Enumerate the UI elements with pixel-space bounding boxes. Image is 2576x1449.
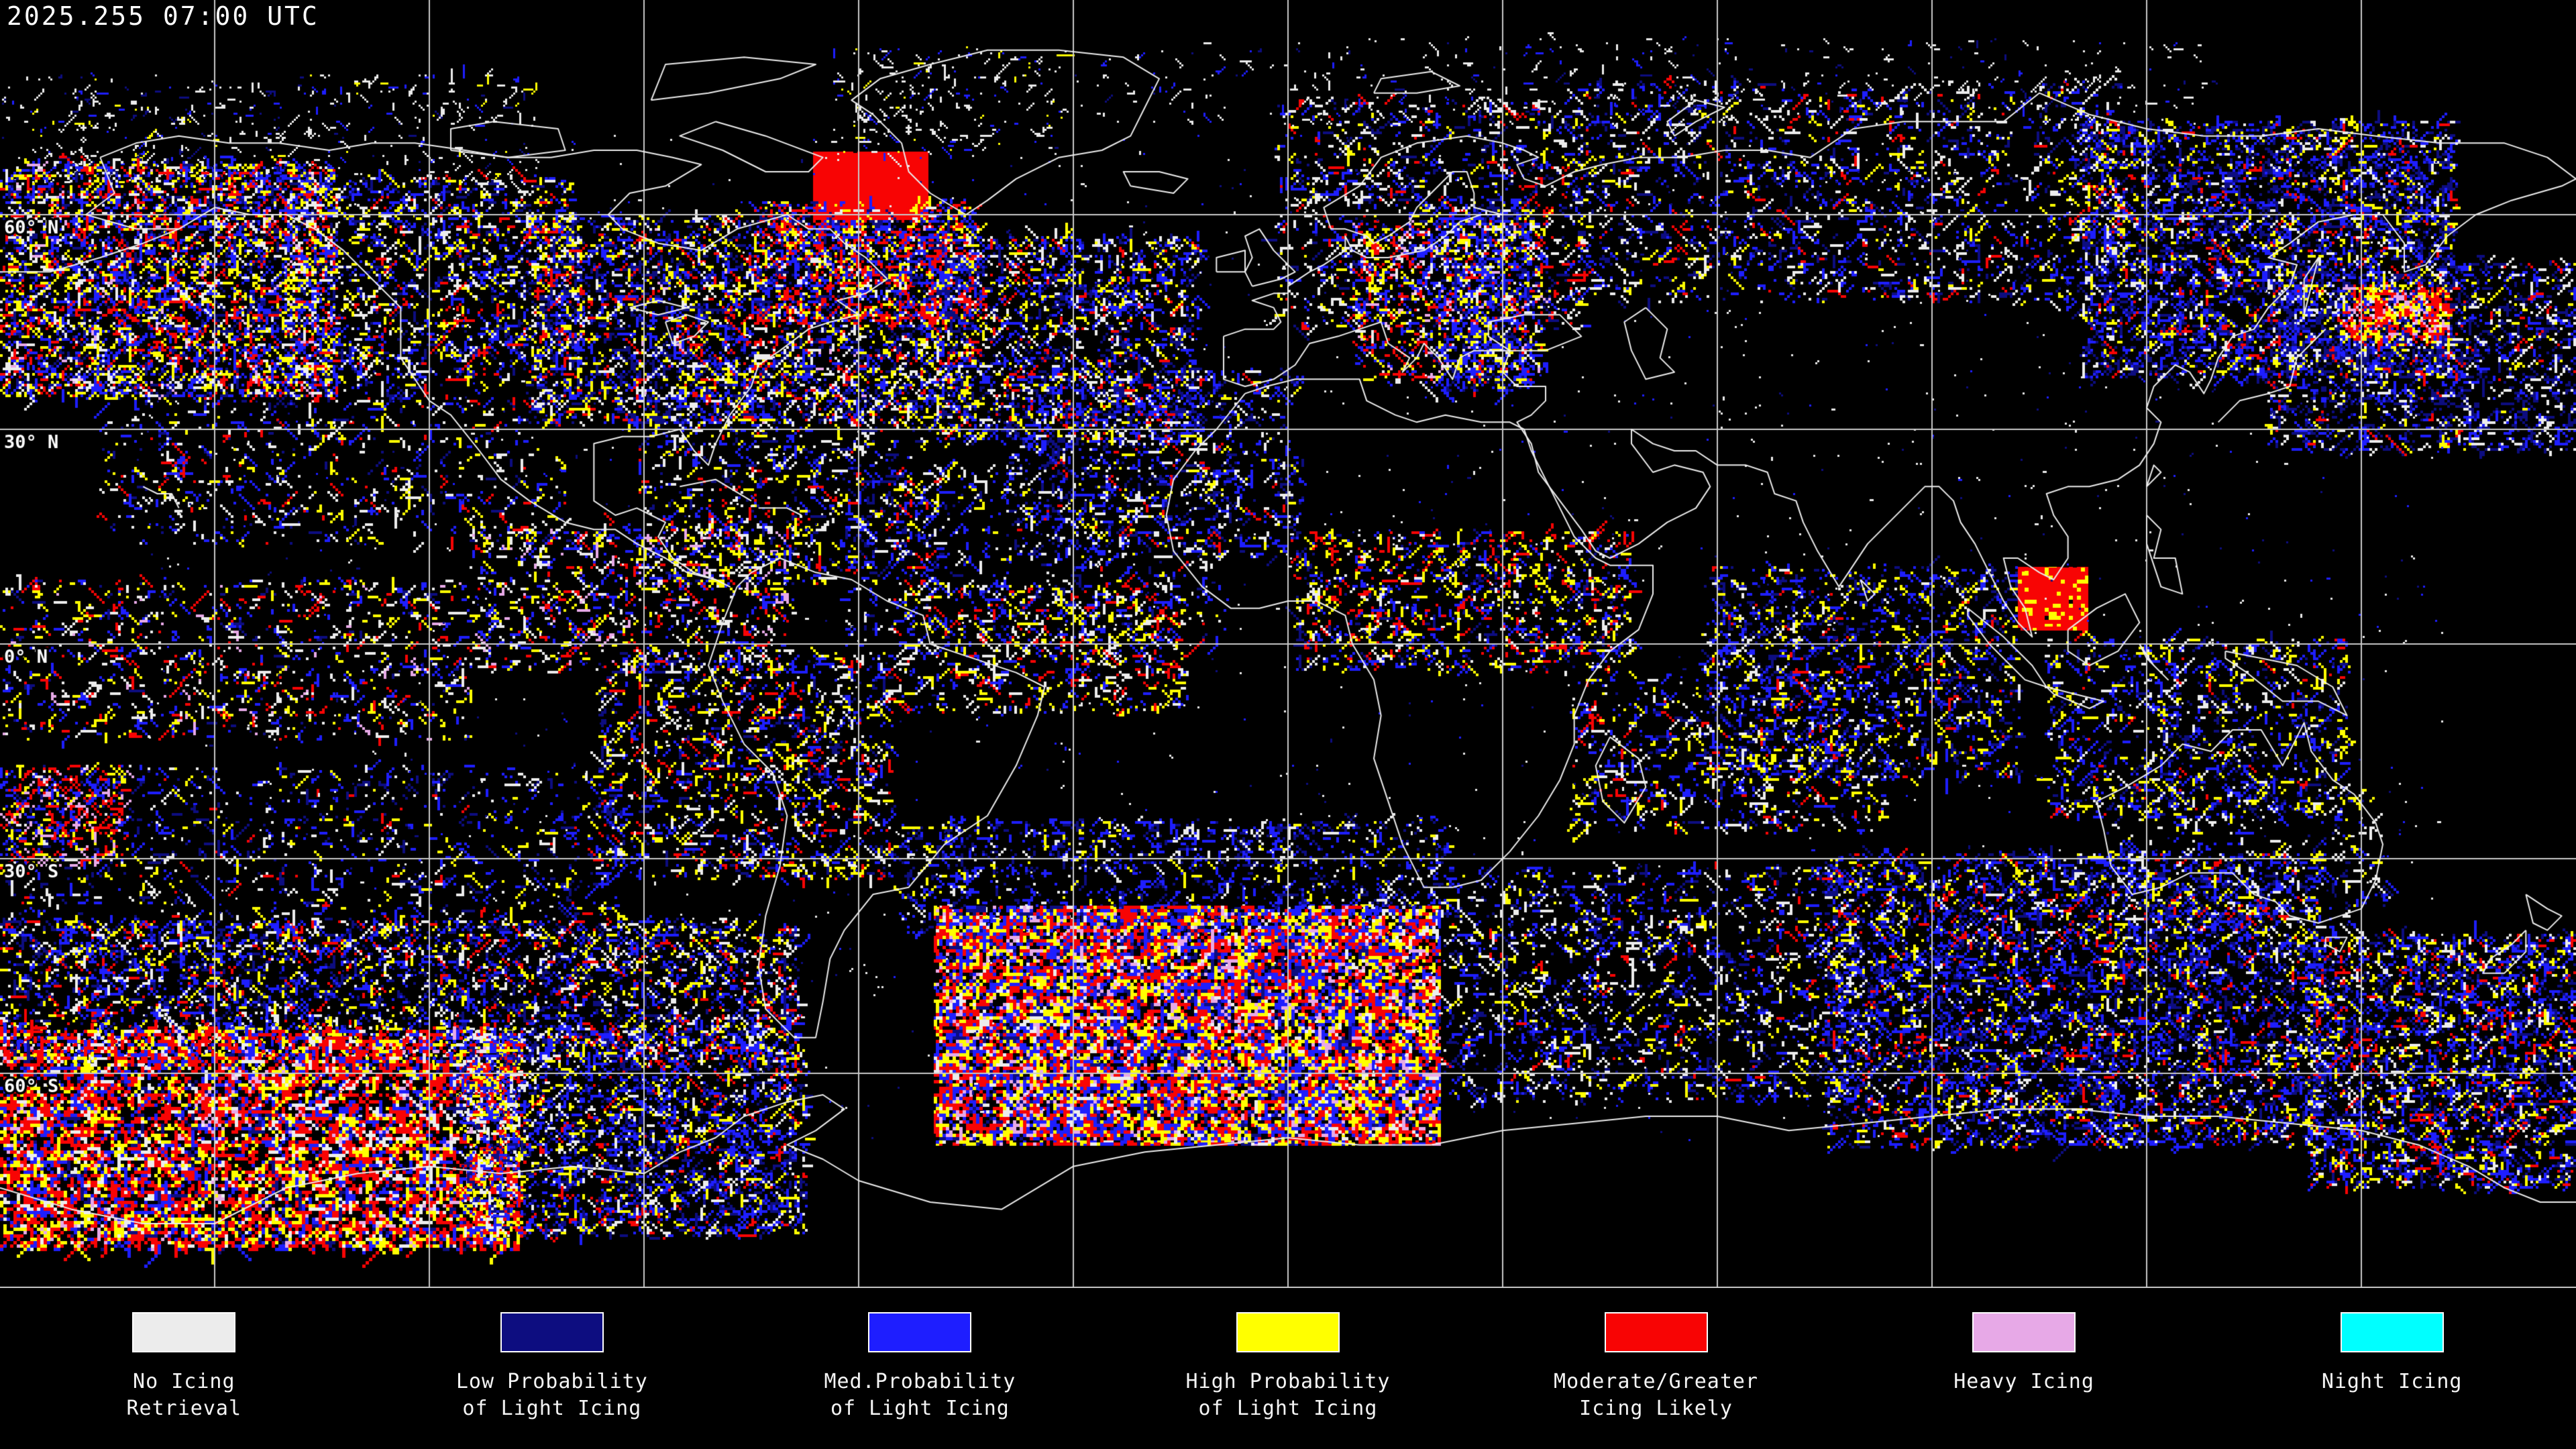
legend-label: Low Probability of Light Icing <box>456 1368 648 1422</box>
legend-label-line: No Icing <box>133 1370 235 1393</box>
legend-label-line: Icing Likely <box>1579 1397 1733 1420</box>
legend-label-line: High Probability <box>1185 1370 1391 1393</box>
legend-label: Heavy Icing <box>1953 1368 2094 1395</box>
legend-swatch <box>868 1312 972 1352</box>
legend-item-med-prob-light-icing: Med.Probability of Light Icing <box>806 1312 1034 1422</box>
legend-label-line: Retrieval <box>126 1397 242 1420</box>
legend-label: No Icing Retrieval <box>127 1368 242 1422</box>
legend-label: Moderate/Greater Icing Likely <box>1554 1368 1758 1422</box>
legend-item-night-icing: Night Icing <box>2278 1312 2506 1395</box>
legend-item-high-prob-light-icing: High Probability of Light Icing <box>1174 1312 1402 1422</box>
legend-item-no-icing-retrieval: No Icing Retrieval <box>70 1312 298 1422</box>
legend-label-line: Moderate/Greater <box>1554 1370 1759 1393</box>
legend-label-line: Low Probability <box>455 1370 648 1393</box>
legend-swatch <box>1972 1312 2076 1352</box>
legend-label: High Probability of Light Icing <box>1185 1368 1390 1422</box>
legend-swatch <box>500 1312 604 1352</box>
legend-label-line: of Light Icing <box>1198 1397 1378 1420</box>
legend-label-line: of Light Icing <box>830 1397 1010 1420</box>
legend-swatch <box>132 1312 236 1352</box>
legend-label-line: of Light Icing <box>462 1397 642 1420</box>
legend-swatch <box>1604 1312 1708 1352</box>
legend-item-moderate-greater-icing: Moderate/Greater Icing Likely <box>1542 1312 1770 1422</box>
legend-item-low-prob-light-icing: Low Probability of Light Icing <box>438 1312 666 1422</box>
legend-label: Med.Probability of Light Icing <box>824 1368 1016 1422</box>
legend-item-heavy-icing: Heavy Icing <box>1910 1312 2138 1395</box>
legend-label: Night Icing <box>2322 1368 2463 1395</box>
icing-product-map: 2025.255 07:00 UTC <box>0 0 2576 1288</box>
legend-bar: No Icing Retrieval Low Probability of Ligh… <box>0 1288 2576 1449</box>
legend-label-line: Night Icing <box>2321 1370 2463 1393</box>
legend-swatch <box>2340 1312 2444 1352</box>
legend-label-line: Med.Probability <box>824 1370 1016 1393</box>
legend-label-line: Heavy Icing <box>1953 1370 2094 1393</box>
world-icing-map-canvas <box>0 0 2576 1288</box>
timestamp-label: 2025.255 07:00 UTC <box>7 1 319 31</box>
legend-swatch <box>1236 1312 1340 1352</box>
